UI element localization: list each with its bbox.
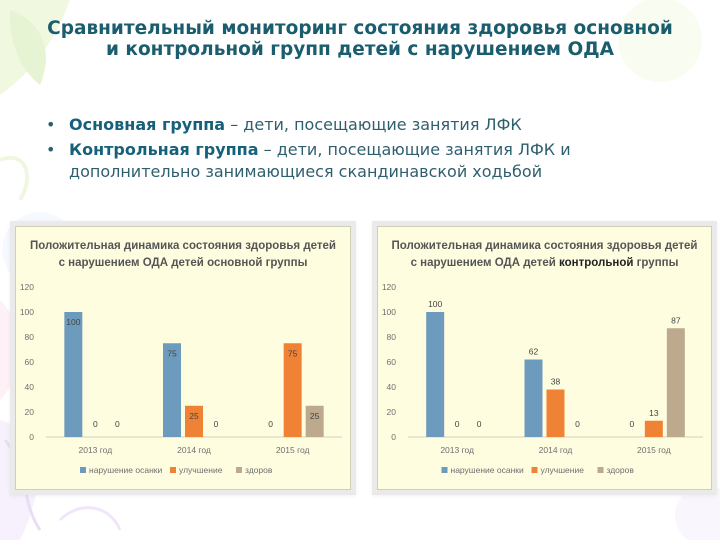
x-category-label: 2013 год xyxy=(440,445,474,455)
y-tick-label: 60 xyxy=(387,357,397,367)
legend-label: улучшение xyxy=(541,465,585,475)
bar-data-label: 25 xyxy=(189,411,199,421)
y-tick-label: 20 xyxy=(387,407,397,417)
legend-swatch xyxy=(170,467,176,473)
chart-title-line2-start: с нарушением ОДА детей xyxy=(59,257,204,269)
bar-data-label: 0 xyxy=(477,419,482,429)
chart-title-line1: Положительная динамика состояния здоровь… xyxy=(30,240,336,252)
y-tick-label: 120 xyxy=(20,282,34,292)
bullet-main-group-label: Основная группа xyxy=(69,115,226,134)
bar-data-label: 0 xyxy=(629,419,634,429)
legend-label: здоров xyxy=(607,465,635,475)
chart-title-line2-end: группы xyxy=(633,257,678,269)
y-tick-label: 100 xyxy=(20,307,34,317)
bullet-main-group: • Основная группа – дети, посещающие зан… xyxy=(40,114,660,136)
bullet-control-group: • Контрольная группа – дети, посещающие … xyxy=(40,139,660,183)
y-tick-label: 0 xyxy=(29,432,34,442)
bar xyxy=(283,343,302,437)
bullet-list: • Основная группа – дети, посещающие зан… xyxy=(40,114,660,186)
bar-data-label: 0 xyxy=(575,419,580,429)
legend-swatch xyxy=(441,467,448,473)
legend-label: нарушение осанки xyxy=(89,465,162,475)
chart-control-group-svg: Положительная динамика состояния здоровь… xyxy=(382,240,703,475)
legend-label: улучшение xyxy=(179,465,223,475)
y-tick-label: 100 xyxy=(382,307,396,317)
slide-title: Сравнительный мониторинг состояния здоро… xyxy=(47,18,673,60)
bar xyxy=(64,312,83,437)
bar xyxy=(666,328,685,437)
chart-title-line2-end: основной группы xyxy=(204,257,308,269)
bar-data-label: 0 xyxy=(115,419,120,429)
chart-main-group-svg: Положительная динамика состояния здоровь… xyxy=(20,240,342,475)
x-category-label: 2014 год xyxy=(177,445,211,455)
x-category-label: 2013 год xyxy=(78,445,112,455)
bullet-icon: • xyxy=(46,115,56,134)
y-tick-label: 40 xyxy=(25,382,35,392)
y-tick-label: 20 xyxy=(25,407,35,417)
bullet-main-group-text: – дети, посещающие занятия ЛФК xyxy=(225,115,522,134)
x-category-label: 2015 год xyxy=(276,445,310,455)
y-tick-label: 80 xyxy=(387,332,397,342)
bar-data-label: 0 xyxy=(455,419,460,429)
chart-main-group: Положительная динамика состояния здоровь… xyxy=(15,226,351,490)
y-tick-label: 60 xyxy=(25,357,35,367)
bar xyxy=(644,420,663,437)
chart-title-line2: с нарушением ОДА детей контрольной групп… xyxy=(411,257,679,269)
legend-swatch xyxy=(531,467,538,473)
bar xyxy=(524,359,543,437)
x-category-label: 2015 год xyxy=(637,445,671,455)
bar-data-label: 25 xyxy=(310,411,320,421)
chart-control-group: Положительная динамика состояния здоровь… xyxy=(377,226,712,490)
legend-label: здоров xyxy=(245,465,273,475)
bar-data-label: 0 xyxy=(214,419,219,429)
bar-data-label: 62 xyxy=(529,347,539,357)
bullet-control-group-label: Контрольная группа xyxy=(69,140,259,159)
chart-title-line2-start: с нарушением ОДА детей xyxy=(411,257,559,269)
chart-title-line2: с нарушением ОДА детей основной группы xyxy=(59,257,308,269)
bar-data-label: 38 xyxy=(551,377,561,387)
bar-data-label: 87 xyxy=(671,315,681,325)
chart-title-line2-highlight: контрольной xyxy=(559,257,633,269)
legend-swatch xyxy=(80,467,86,473)
x-category-label: 2014 год xyxy=(539,445,573,455)
bar-data-label: 0 xyxy=(268,419,273,429)
bar-data-label: 0 xyxy=(93,419,98,429)
legend-label: нарушение осанки xyxy=(451,465,524,475)
chart-title-line1: Положительная динамика состояния здоровь… xyxy=(392,240,698,252)
y-tick-label: 40 xyxy=(387,382,397,392)
legend-swatch xyxy=(236,467,242,473)
bullet-control-group-text: – дети, посещающие занятия ЛФК и дополни… xyxy=(69,140,571,181)
bar xyxy=(185,405,203,437)
y-tick-label: 80 xyxy=(25,332,35,342)
bar-data-label: 13 xyxy=(649,408,659,418)
bar-data-label: 75 xyxy=(288,348,298,358)
bar xyxy=(426,312,445,437)
bar-data-label: 100 xyxy=(66,317,80,327)
legend-swatch xyxy=(597,467,604,473)
bar xyxy=(163,343,181,437)
y-tick-label: 0 xyxy=(391,432,396,442)
bullet-icon: • xyxy=(46,140,56,159)
bar-data-label: 75 xyxy=(167,348,177,358)
bar-data-label: 100 xyxy=(428,299,442,309)
y-tick-label: 120 xyxy=(382,282,396,292)
bar xyxy=(546,389,565,437)
bar xyxy=(305,405,324,437)
